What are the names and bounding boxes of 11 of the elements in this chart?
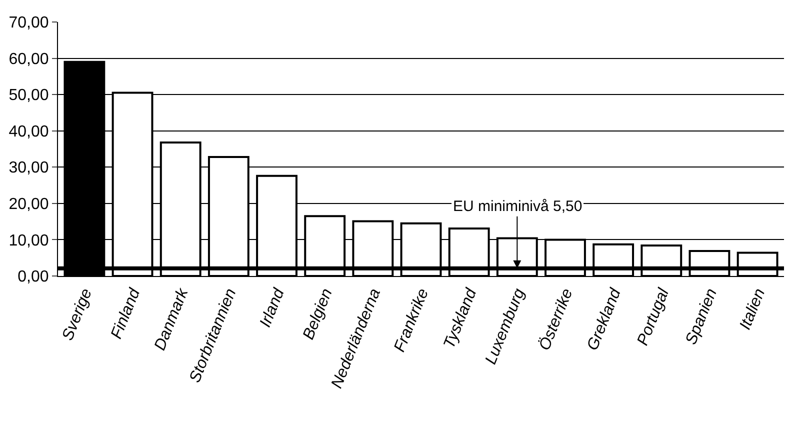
y-tick-label: 30,00 <box>8 160 49 177</box>
y-tick-label: 20,00 <box>8 196 49 214</box>
x-tick-label: Italien <box>736 286 769 332</box>
y-tick-label: 0,00 <box>18 268 49 286</box>
y-tick-label: 50,00 <box>8 87 49 104</box>
x-tick-label: Irland <box>257 285 288 330</box>
y-tick-label: 70,00 <box>8 14 49 32</box>
y-tick-label: 60,00 <box>8 50 49 68</box>
annotation: EU miniminivå 5,50 <box>453 198 582 215</box>
y-tick-label: 40,00 <box>8 123 49 140</box>
y-tick-label: 10,00 <box>8 232 49 250</box>
